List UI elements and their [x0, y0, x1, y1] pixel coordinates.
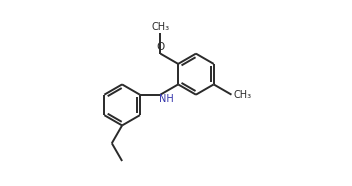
Text: CH₃: CH₃: [151, 22, 169, 32]
Text: NH: NH: [159, 94, 174, 104]
Text: CH₃: CH₃: [234, 90, 252, 100]
Text: O: O: [156, 42, 164, 52]
